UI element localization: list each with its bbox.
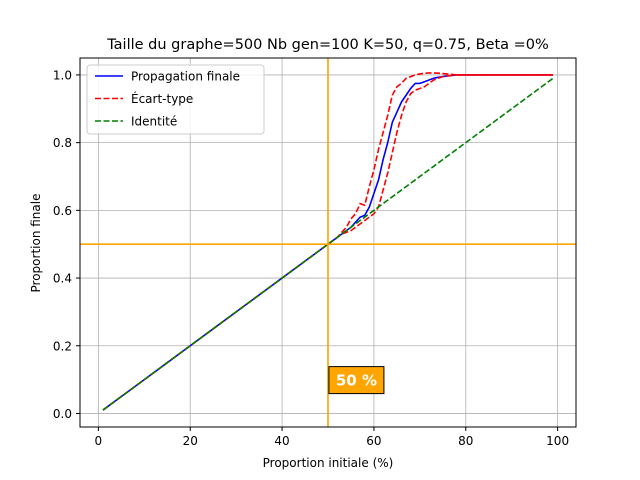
legend-entry: Écart-type — [131, 91, 193, 106]
x-tick-label: 80 — [458, 434, 473, 448]
x-tick-label: 0 — [95, 434, 103, 448]
annotation-box — [328, 366, 385, 395]
x-tick-label: 60 — [366, 434, 381, 448]
legend-entry: Propagation finale — [131, 70, 240, 84]
annotation-label: 50 % — [336, 372, 377, 390]
series-line-1 — [102, 72, 554, 411]
series-group — [80, 58, 576, 427]
legend-box — [86, 64, 265, 135]
y-axis-label: Proportion finale — [29, 194, 43, 293]
x-tick-label: 20 — [183, 434, 198, 448]
legend-entry: Identité — [131, 115, 177, 129]
y-tick-label: 0.2 — [53, 339, 72, 353]
chart-title: Taille du graphe=500 Nb gen=100 K=50, q=… — [106, 37, 549, 53]
x-axis-label: Proportion initiale (%) — [263, 456, 394, 470]
y-tick-label: 0.6 — [53, 204, 72, 218]
y-tick-label: 0.4 — [53, 272, 72, 286]
x-tick-label: 100 — [546, 434, 569, 448]
y-tick-label: 0.8 — [53, 136, 72, 150]
axes-frame — [79, 57, 577, 428]
y-tick-label: 0.0 — [53, 407, 72, 421]
y-tick-label: 1.0 — [53, 68, 72, 82]
x-tick-label: 40 — [274, 434, 289, 448]
plot-area: 50 % 0 20 40 60 80 100 0.0 0.2 0.4 0.6 0.8 1.0 Propag… — [53, 57, 577, 448]
